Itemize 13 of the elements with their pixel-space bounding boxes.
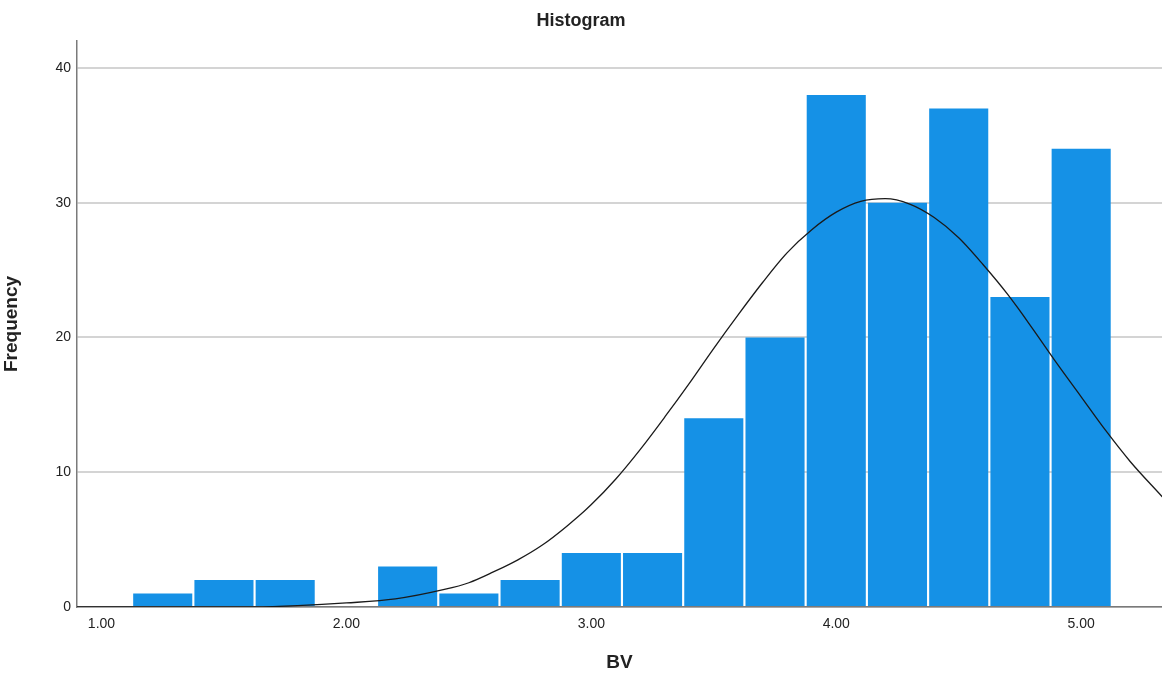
- chart-title: Histogram: [536, 9, 626, 30]
- y-tick-label: 20: [55, 328, 72, 345]
- x-tick-label: 3.00: [577, 615, 606, 632]
- y-tick-label: 10: [55, 463, 72, 480]
- y-axis-title: Frequency: [0, 275, 21, 373]
- x-axis-title: BV: [606, 650, 634, 672]
- x-tick-label: 5.00: [1067, 615, 1096, 632]
- y-tick-label: 40: [55, 58, 72, 75]
- y-tick-label: 30: [55, 193, 72, 210]
- y-tick-label: 0: [63, 597, 72, 614]
- x-tick-label: 1.00: [87, 615, 116, 632]
- x-tick-label: 2.00: [332, 615, 361, 632]
- x-tick-label: 4.00: [822, 615, 851, 632]
